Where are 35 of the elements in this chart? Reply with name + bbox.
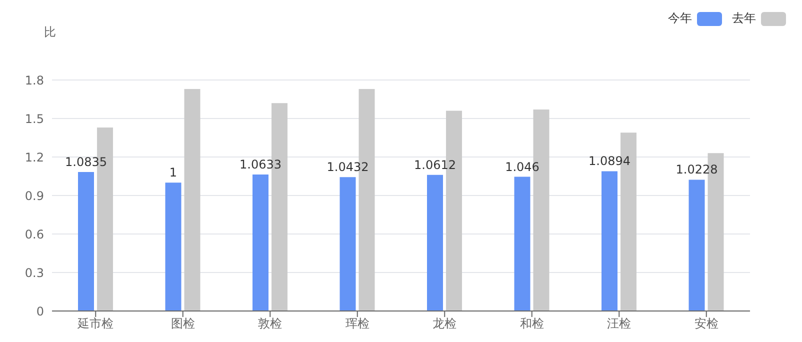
data-label: 1.0228	[676, 162, 718, 177]
x-tick-label: 和检	[520, 316, 544, 331]
data-label: 1.046	[505, 160, 540, 174]
bar	[427, 174, 443, 311]
bar	[184, 88, 200, 311]
x-tick-label: 敦检	[258, 316, 282, 331]
y-tick-label: 0	[36, 304, 44, 318]
legend-label: 今年	[668, 10, 692, 27]
bar	[78, 172, 94, 311]
bar	[165, 182, 182, 311]
y-tick-label: 0.6	[24, 227, 44, 242]
x-tick-label: 汪检	[607, 316, 632, 331]
bar	[340, 177, 356, 311]
x-tick-label: 安检	[694, 316, 718, 331]
data-label: 1.0612	[414, 158, 456, 172]
data-label: 1.0432	[326, 160, 369, 174]
data-label: 1	[169, 166, 178, 180]
legend-label: 去年	[732, 10, 756, 27]
y-tick-label: 0.9	[24, 188, 44, 203]
bar	[252, 174, 268, 311]
x-tick-label: 延市检	[76, 316, 114, 331]
x-tick-label: 图检	[170, 316, 195, 331]
data-label: 1.0633	[240, 158, 282, 172]
x-tick-label: 珲检	[345, 316, 370, 331]
bar	[688, 180, 705, 311]
bar	[602, 171, 618, 311]
data-label: 1.0894	[588, 154, 630, 168]
y-axis-title: 比	[44, 24, 56, 41]
data-label: 1.0835	[65, 154, 107, 169]
y-tick-label: 1.2	[24, 150, 44, 164]
x-tick-label: 龙检	[432, 316, 457, 331]
y-tick-label: 1.8	[24, 73, 44, 88]
y-tick-label: 1.5	[24, 112, 44, 126]
y-tick-label: 0.3	[24, 266, 44, 280]
bar	[514, 176, 530, 311]
